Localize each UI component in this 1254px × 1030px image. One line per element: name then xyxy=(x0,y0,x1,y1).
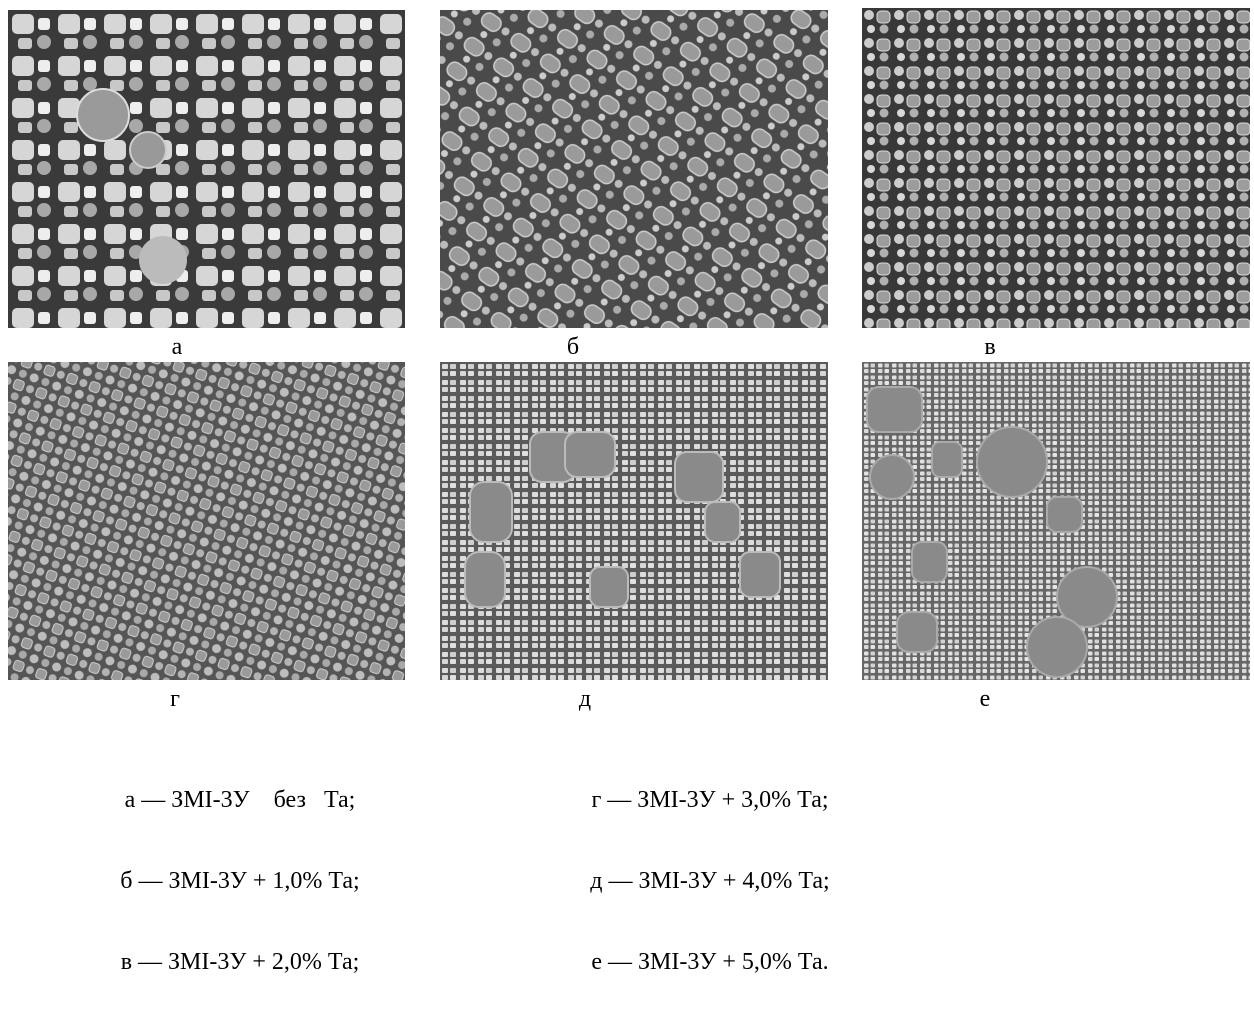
panel-label: в xyxy=(984,334,995,361)
micrograph xyxy=(8,10,405,328)
micrograph xyxy=(862,362,1250,680)
panel-label: е xyxy=(980,686,991,713)
micrograph xyxy=(8,362,405,680)
panel-label: г xyxy=(170,686,180,713)
page: а б в г д е а — ЗМІ-3У без Та; б — ЗМІ-3… xyxy=(0,0,1254,843)
legend-right: г — ЗМІ-3У + 3,0% Та; д — ЗМІ-3У + 4,0% … xyxy=(560,733,860,1030)
panel-label: д xyxy=(579,686,591,713)
micrograph xyxy=(440,362,828,680)
micrograph xyxy=(440,10,828,328)
micrograph xyxy=(862,8,1250,328)
legend-item: г — ЗМІ-3У + 3,0% Та; xyxy=(560,787,860,814)
legend-item: е — ЗМІ-3У + 5,0% Та. xyxy=(560,949,860,976)
legend-item: в — ЗМІ-3У + 2,0% Та; xyxy=(95,949,385,976)
legend-item: д — ЗМІ-3У + 4,0% Та; xyxy=(560,868,860,895)
legend-left: а — ЗМІ-3У без Та; б — ЗМІ-3У + 1,0% Та;… xyxy=(95,733,385,1030)
panel-label: б xyxy=(567,334,579,361)
legend-item: а — ЗМІ-3У без Та; xyxy=(95,787,385,814)
legend-item: б — ЗМІ-3У + 1,0% Та; xyxy=(95,868,385,895)
panel-label: а xyxy=(172,334,183,361)
